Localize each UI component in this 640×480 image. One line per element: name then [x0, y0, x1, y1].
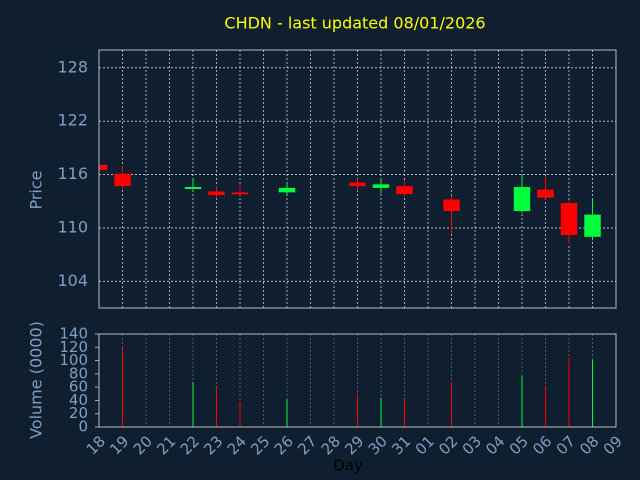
x-tick-label: 08 [576, 432, 602, 458]
candle-body [560, 203, 578, 236]
x-tick-label: 07 [553, 432, 579, 458]
x-tick-label: 31 [388, 432, 414, 458]
candle-body [114, 173, 131, 187]
x-tick-label: 30 [365, 432, 391, 458]
x-tick-label: 01 [412, 432, 438, 458]
x-tick-label: 04 [482, 432, 508, 458]
candle-body [513, 187, 531, 212]
x-tick-label: 23 [200, 432, 226, 458]
x-tick-label: 20 [130, 432, 156, 458]
candle-body [231, 192, 249, 195]
x-tick-label: 02 [435, 432, 461, 458]
x-tick-label: 06 [529, 432, 555, 458]
y-tick-label: 128 [57, 57, 88, 76]
y-tick-label: 122 [57, 111, 88, 130]
volume-tick-label: 140 [59, 325, 88, 343]
plot-frame [98, 49, 617, 309]
candle-body [372, 184, 390, 188]
candle-body [584, 214, 601, 237]
x-tick-label: 25 [247, 432, 273, 458]
volume-tick-label: 20 [69, 404, 88, 422]
x-tick-label: 22 [177, 432, 203, 458]
x-tick-label: 26 [271, 432, 297, 458]
x-tick-label: 28 [318, 432, 344, 458]
x-tick-label: 03 [459, 432, 485, 458]
candle-body [349, 182, 366, 187]
volume-tick-label: 40 [69, 391, 88, 409]
x-tick-label: 19 [106, 432, 132, 458]
volume-tick-label: 100 [59, 351, 88, 369]
x-tick-label: 24 [224, 432, 250, 458]
candle-body [99, 164, 108, 171]
volume-tick-label: 0 [78, 418, 88, 436]
volume-axis-label: Volume (0000) [27, 321, 46, 439]
candle-body [396, 186, 413, 195]
volume-tick-label: 60 [69, 378, 88, 396]
x-tick-label: 09 [600, 432, 626, 458]
x-tick-label: 29 [341, 432, 367, 458]
x-tick-label: 27 [294, 432, 320, 458]
candle-body [208, 191, 225, 196]
y-tick-label: 110 [57, 217, 88, 236]
y-tick-label: 104 [57, 271, 88, 290]
volume-tick-label: 80 [69, 364, 88, 382]
x-tick-label: 21 [153, 432, 179, 458]
x-tick-label: 05 [506, 432, 532, 458]
x-tick-label: 18 [83, 432, 109, 458]
volume-frame [98, 333, 617, 428]
volume-tick-label: 120 [59, 338, 88, 356]
candle-body [443, 199, 460, 212]
y-tick-label: 116 [57, 164, 88, 183]
candle-body [537, 189, 554, 198]
x-axis-label: Day [333, 457, 363, 475]
candle-body [184, 187, 202, 190]
candles [99, 164, 601, 244]
chart-title: CHDN - last updated 08/01/2026 [224, 14, 485, 33]
y-axis-label: Price [27, 170, 46, 209]
candle-body [278, 187, 296, 193]
